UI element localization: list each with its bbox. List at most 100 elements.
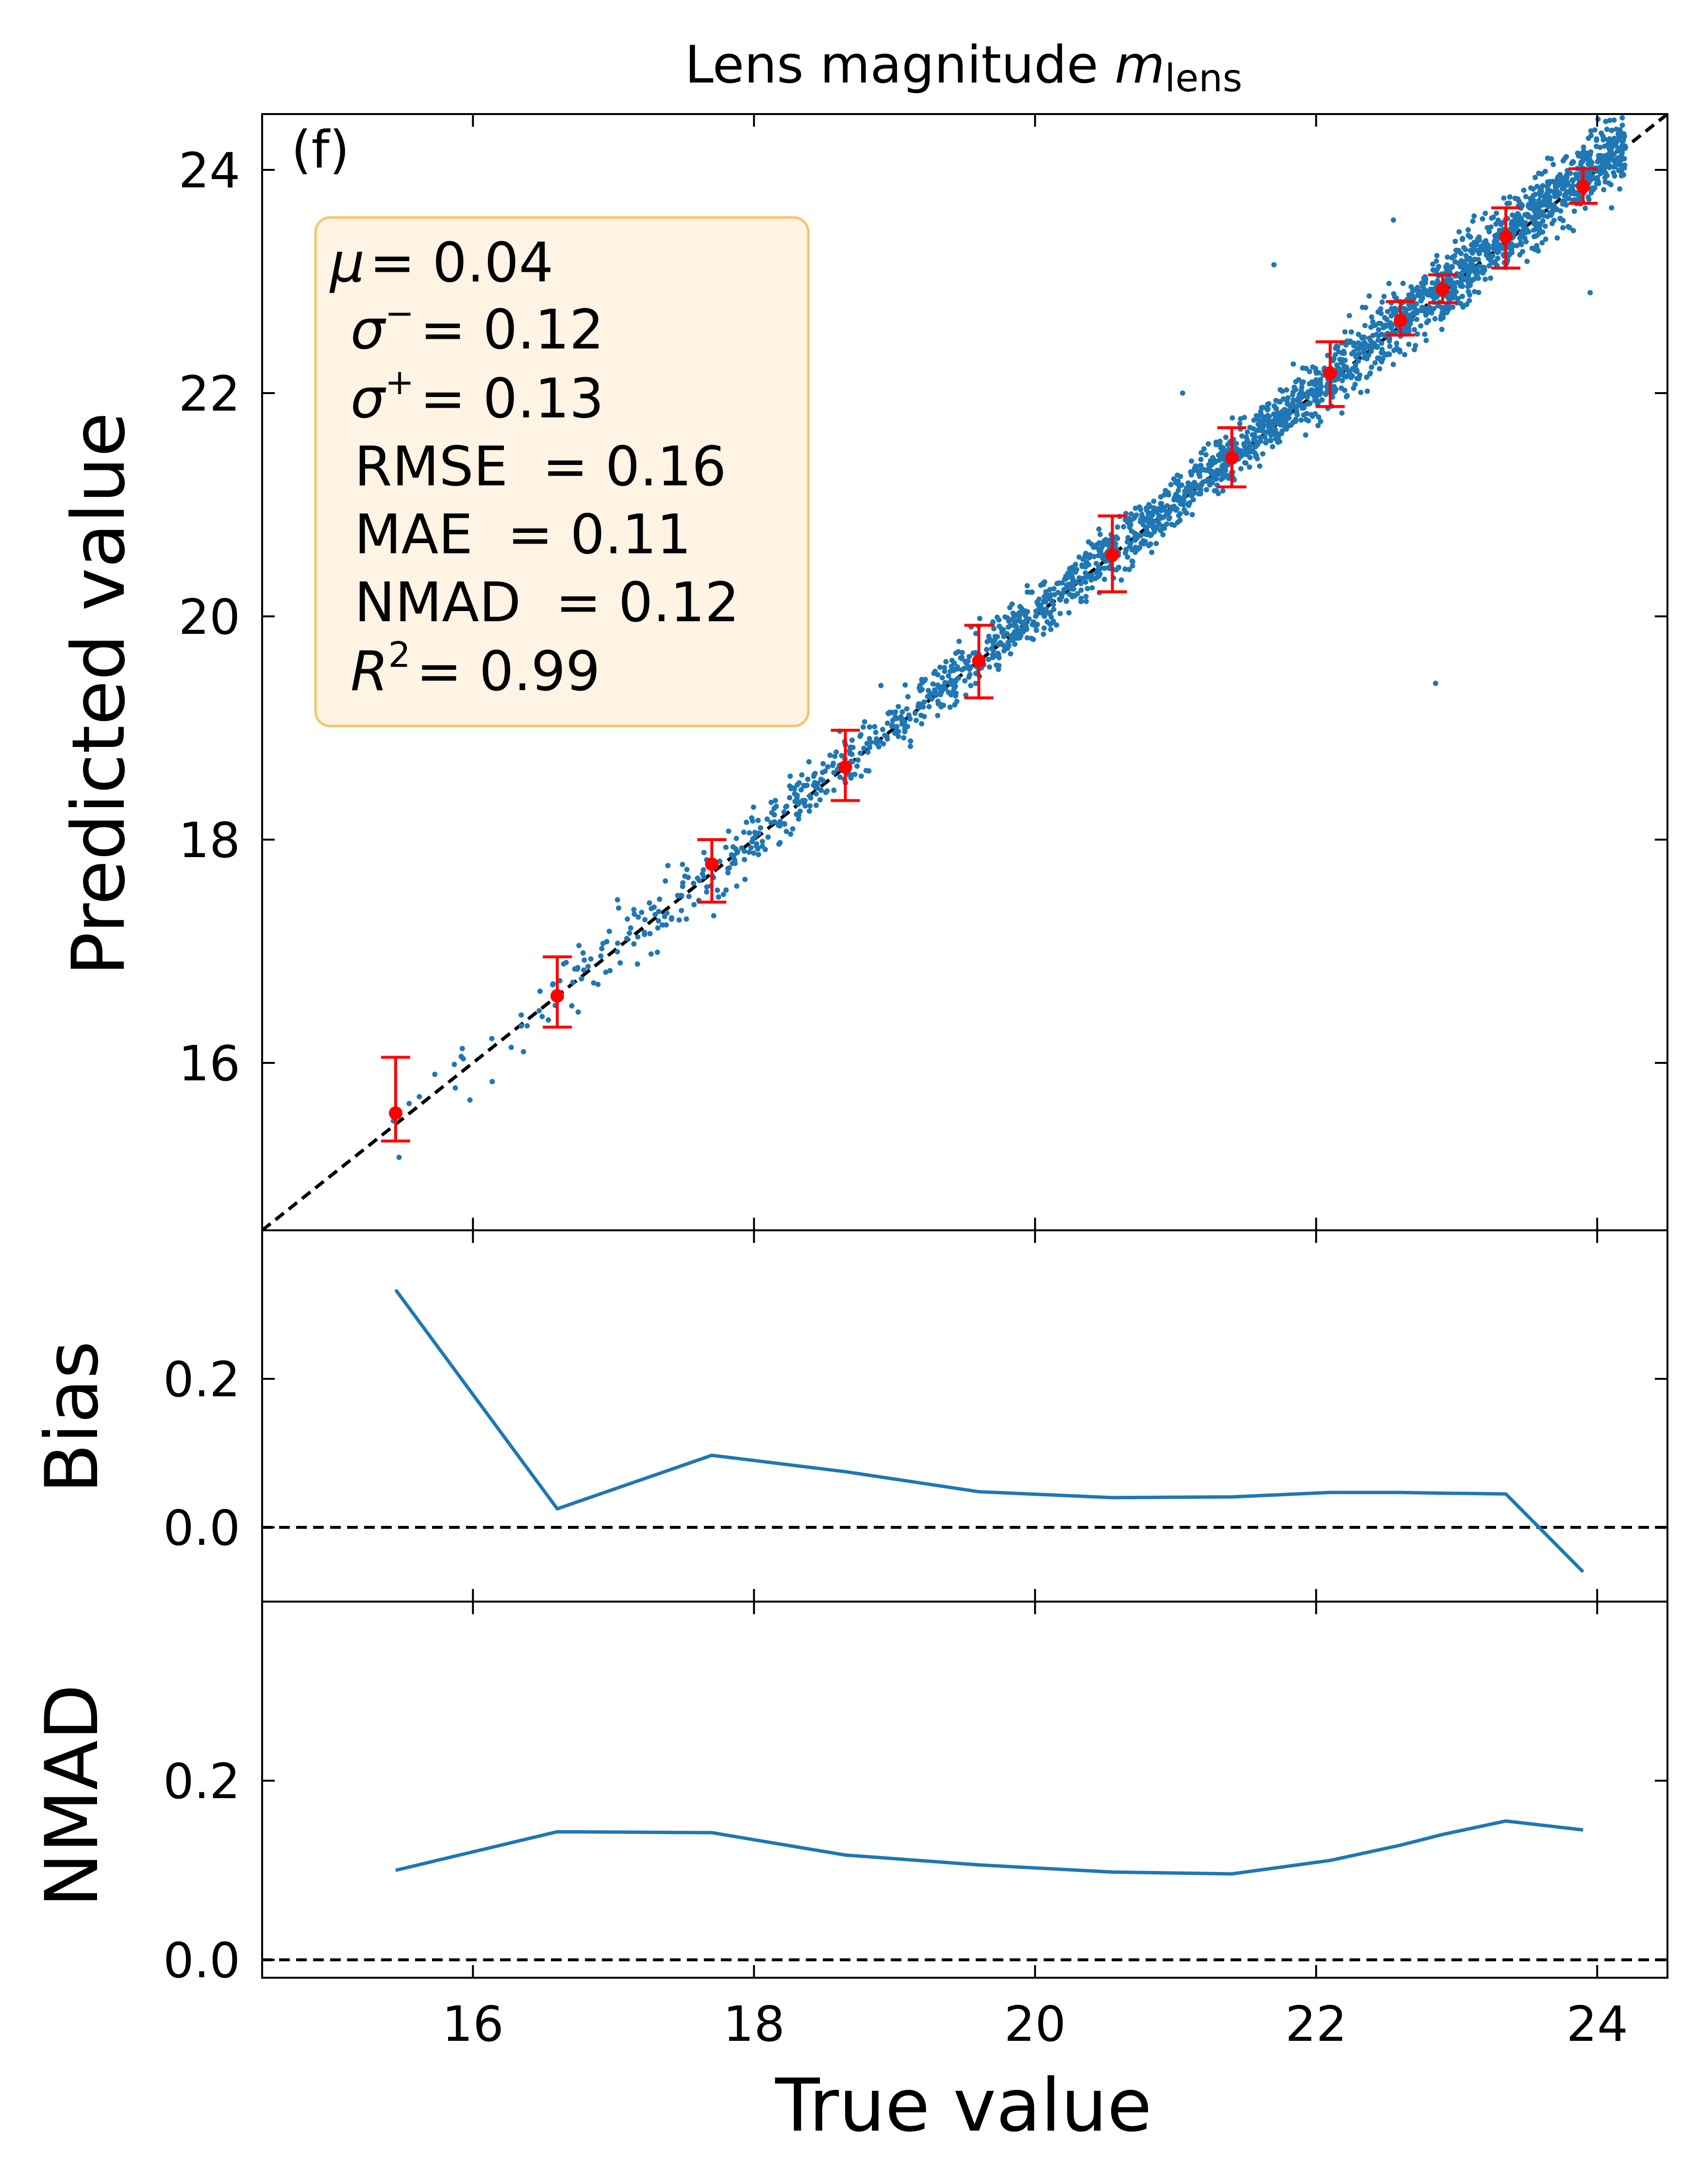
scatter-point [1590, 173, 1596, 179]
scatter-point [1369, 314, 1375, 320]
scatter-point [1414, 316, 1419, 322]
scatter-point [1244, 434, 1249, 440]
scatter-point [683, 916, 689, 922]
scatter-point [1012, 623, 1018, 629]
scatter-point [1051, 592, 1057, 597]
scatter-point [1486, 254, 1492, 260]
scatter-point [1570, 228, 1576, 233]
nmad-ylabel: NMAD [30, 1684, 115, 1907]
scatter-point [647, 931, 653, 937]
scatter-point [739, 845, 745, 851]
scatter-point [1397, 349, 1403, 355]
scatter-point [1125, 554, 1131, 560]
scatter-point [1362, 340, 1368, 346]
scatter-point [1364, 374, 1369, 380]
scatter-point [984, 639, 990, 645]
scatter-point [1557, 176, 1563, 182]
scatter-point [1394, 340, 1399, 346]
scatter-point [1594, 144, 1599, 149]
scatter-point [651, 904, 657, 910]
scatter-point [1464, 301, 1470, 307]
scatter-point [1407, 305, 1413, 311]
scatter-point [1537, 221, 1543, 227]
scatter-point [1158, 494, 1164, 500]
scatter-point [591, 980, 597, 986]
main-ticks-group: 16 18 20 22 24 [179, 114, 1667, 1230]
scatter-point [966, 654, 972, 660]
scatter-point [1184, 510, 1190, 516]
scatter-point [1377, 366, 1383, 372]
scatter-point [1271, 411, 1277, 417]
scatter-point [1545, 184, 1550, 190]
scatter-point [615, 941, 620, 946]
scatter-point [973, 680, 979, 686]
scatter-point [1126, 518, 1132, 524]
scatter-point [764, 816, 770, 822]
scatter-point [751, 850, 757, 856]
scatter-point [782, 821, 787, 827]
scatter-point [1383, 322, 1388, 328]
scatter-point [1220, 488, 1226, 494]
scatter-point [1047, 587, 1053, 593]
scatter-point [1515, 196, 1521, 202]
scatter-point [1534, 232, 1540, 238]
scatter-point [1266, 401, 1272, 407]
scatter-point [1149, 519, 1155, 525]
scatter-point [1452, 259, 1458, 265]
scatter-point [1290, 389, 1296, 395]
scatter-point [1605, 137, 1611, 143]
scatter-point [1406, 313, 1412, 319]
scatter-point [1557, 191, 1563, 197]
scatter-point [1036, 606, 1042, 612]
scatter-point [1192, 465, 1198, 471]
scatter-point [1509, 219, 1515, 225]
scatter-point [659, 922, 665, 928]
scatter-point [1246, 446, 1251, 452]
scatter-point [1492, 233, 1498, 239]
scatter-point [1011, 636, 1016, 642]
scatter-point [921, 713, 927, 719]
scatter-point [1048, 610, 1053, 615]
scatter-point [691, 902, 697, 908]
scatter-point [1479, 243, 1484, 249]
scatter-point [1456, 229, 1462, 235]
scatter-point [916, 701, 922, 707]
scatter-point [1559, 181, 1565, 187]
scatter-point [894, 724, 899, 729]
scatter-point [1457, 260, 1463, 266]
scatter-point [1466, 275, 1471, 281]
scatter-point [1189, 512, 1195, 517]
scatter-point [684, 866, 690, 872]
scatter-point [892, 729, 898, 735]
scatter-point [862, 719, 867, 725]
scatter-point [662, 913, 667, 919]
scatter-point [1260, 451, 1266, 457]
scatter-point [635, 934, 641, 940]
scatter-point [1290, 361, 1296, 367]
scatter-point [1332, 389, 1337, 395]
scatter-point [1141, 541, 1147, 546]
scatter-point [878, 683, 884, 689]
scatter-point [1600, 133, 1606, 139]
scatter-point [831, 761, 836, 766]
scatter-point [1524, 259, 1530, 265]
scatter-point [1223, 467, 1229, 473]
scatter-point [731, 852, 736, 858]
scatter-point [1358, 390, 1364, 396]
scatter-point [806, 759, 812, 765]
scatter-point [1238, 466, 1244, 472]
scatter-point [1316, 414, 1321, 420]
scatter-point [1569, 177, 1575, 183]
scatter-point [1252, 438, 1258, 444]
scatter-point [1585, 194, 1591, 200]
stats-mu: μ= 0.04 [329, 232, 553, 295]
scatter-point [1521, 187, 1527, 193]
scatter-point [1097, 531, 1103, 537]
scatter-point [1011, 613, 1017, 619]
scatter-point [857, 750, 863, 756]
scatter-point [1531, 227, 1537, 233]
scatter-point [1185, 501, 1191, 507]
scatter-point [1612, 173, 1617, 179]
scatter-point [1312, 396, 1318, 402]
scatter-point [907, 716, 913, 722]
